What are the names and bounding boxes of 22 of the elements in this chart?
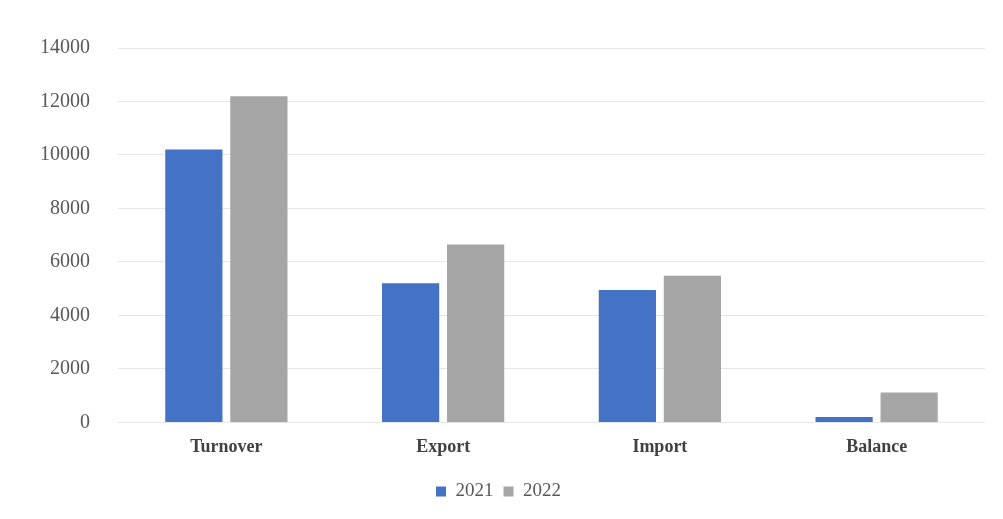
bar [447, 244, 505, 422]
y-tick-label: 6000 [50, 249, 90, 272]
bar [230, 96, 288, 422]
bar [663, 275, 721, 422]
y-tick-label: 2000 [50, 356, 90, 379]
bar [815, 417, 873, 422]
y-tick-label: 12000 [40, 88, 90, 111]
bar [382, 283, 440, 422]
x-tick-label: Export [416, 435, 471, 456]
x-tick-label: Balance [846, 435, 908, 456]
legend-label: 2022 [523, 479, 561, 501]
x-tick-label: Turnover [190, 435, 263, 456]
bar [165, 149, 223, 422]
bar [880, 392, 938, 422]
y-tick-label: 14000 [40, 35, 90, 58]
y-tick-label: 4000 [50, 302, 90, 325]
bar [598, 290, 656, 422]
y-tick-label: 8000 [50, 195, 90, 218]
y-tick-label: 10000 [40, 142, 90, 165]
legend-label: 2021 [455, 479, 494, 501]
y-tick-label: 0 [80, 409, 90, 432]
x-tick-label: Import [632, 435, 688, 456]
